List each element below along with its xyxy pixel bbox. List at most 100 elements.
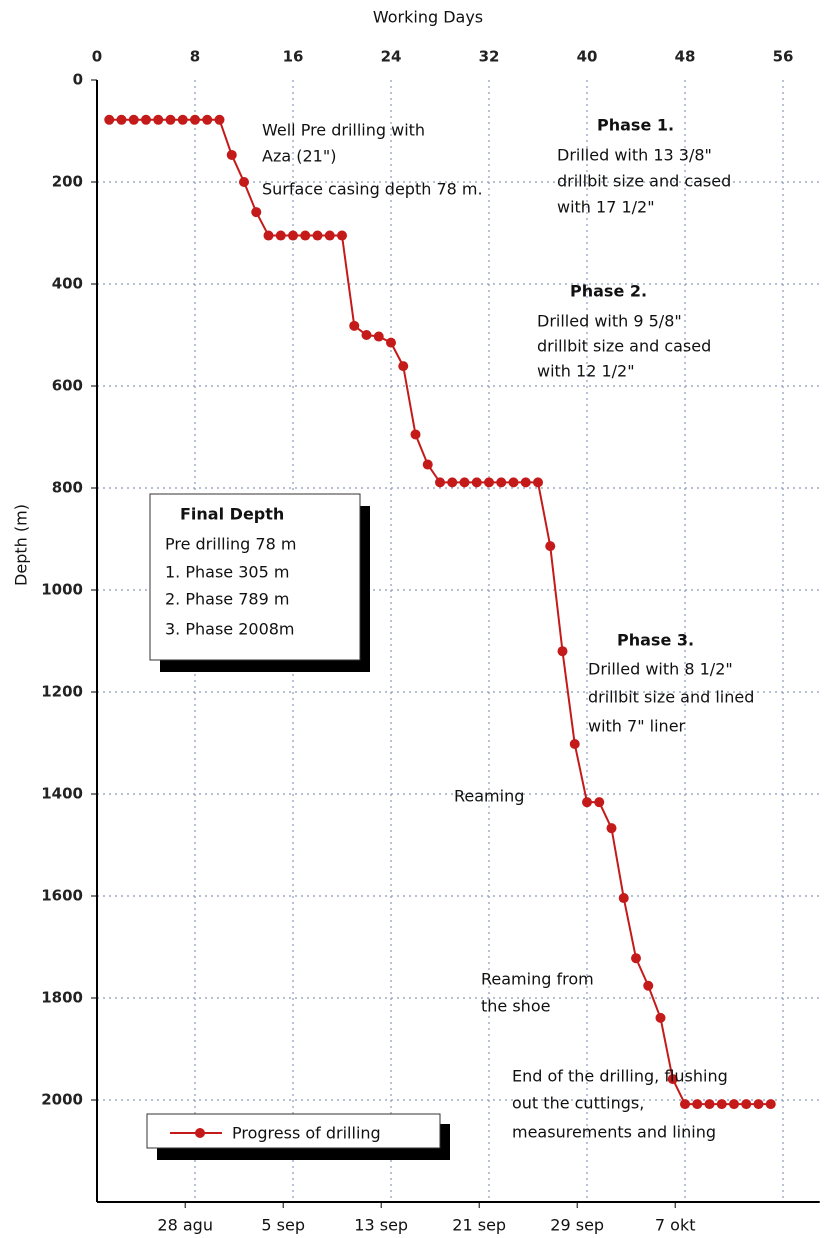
point: [288, 230, 298, 241]
point: [594, 797, 605, 808]
annotation: drillbit size and cased: [537, 337, 711, 356]
y-tick-label: 800: [52, 479, 83, 497]
point: [422, 459, 433, 470]
point: [361, 330, 372, 340]
annotation: 2. Phase 789 m: [165, 590, 289, 609]
y-tick-label: 1200: [41, 683, 83, 701]
annotation: with 7" liner: [588, 717, 686, 736]
annotation: out the cuttings,: [512, 1094, 644, 1113]
point: [484, 477, 494, 488]
point: [239, 177, 249, 187]
point: [177, 114, 188, 125]
annotation: Well Pre drilling with: [262, 121, 425, 140]
annotation: 1. Phase 305 m: [165, 563, 289, 582]
point: [398, 361, 409, 372]
point: [533, 477, 543, 488]
y-tick-label: 1400: [41, 785, 83, 803]
annotation: Final Depth: [180, 505, 284, 524]
x2-tick-label: 7 okt: [655, 1216, 696, 1235]
x2-tick-label: 29 sep: [550, 1216, 604, 1235]
annotation: Phase 3.: [617, 631, 694, 650]
y-axis-label: Depth (m): [12, 504, 31, 586]
point: [447, 477, 458, 488]
point: [373, 331, 384, 342]
annotation: Phase 2.: [570, 282, 647, 301]
point: [643, 980, 654, 991]
point: [582, 797, 592, 808]
point: [741, 1099, 752, 1110]
legend-label: Progress of drilling: [232, 1124, 381, 1143]
legend-marker: [195, 1128, 205, 1138]
point: [312, 230, 323, 241]
point: [263, 230, 274, 241]
final-depth-box: [149, 493, 361, 661]
annotation: Drilled with 8 1/2": [588, 660, 733, 679]
y-tick-label: 0: [73, 71, 83, 89]
y-tick-label: 2000: [41, 1091, 83, 1109]
point: [545, 541, 556, 552]
point: [324, 230, 335, 241]
point: [190, 114, 200, 125]
point: [753, 1099, 764, 1110]
x2-tick-label: 13 sep: [354, 1216, 408, 1235]
y-tick-label: 1000: [41, 581, 83, 599]
point: [704, 1099, 715, 1110]
point: [337, 230, 347, 241]
annotation: Drilled with 9 5/8": [537, 312, 682, 331]
annotation: Aza (21"): [262, 147, 336, 166]
point: [459, 477, 470, 488]
point: [569, 739, 580, 750]
point: [386, 337, 396, 348]
point: [557, 646, 568, 657]
point: [692, 1099, 703, 1110]
y-tick-label: 1600: [41, 887, 83, 905]
annotation: Drilled with 13 3/8": [557, 146, 712, 165]
annotation: Pre drilling 78 m: [165, 535, 296, 554]
point: [606, 823, 617, 834]
x2-tick-label: 21 sep: [452, 1216, 506, 1235]
x-tick-label: 24: [381, 48, 402, 66]
annotation: Reaming from: [481, 970, 594, 989]
point: [618, 893, 629, 904]
x-tick-label: 32: [479, 48, 500, 66]
point: [471, 477, 482, 488]
point: [729, 1099, 739, 1110]
point: [680, 1099, 690, 1110]
point: [104, 114, 115, 125]
point: [667, 1074, 678, 1085]
point: [153, 114, 164, 125]
point: [128, 114, 139, 125]
x-tick-label: 8: [190, 48, 200, 66]
point: [226, 149, 237, 160]
point: [631, 953, 641, 964]
point: [496, 477, 507, 488]
annotation: with 12 1/2": [537, 362, 635, 381]
point: [214, 114, 225, 125]
annotation: drillbit size and cased: [557, 172, 731, 191]
y-tick-label: 200: [52, 173, 83, 191]
annotation: Reaming: [454, 787, 524, 806]
point: [349, 320, 360, 331]
annotation: Phase 1.: [597, 116, 674, 135]
x-tick-label: 40: [577, 48, 598, 66]
x2-tick-label: 28 agu: [157, 1216, 213, 1235]
annotation: End of the drilling, flushing: [512, 1067, 728, 1086]
point: [765, 1099, 776, 1110]
annotation: 3. Phase 2008m: [165, 620, 295, 639]
x-tick-label: 0: [92, 48, 102, 66]
chart-title: Working Days: [373, 8, 483, 27]
point: [165, 114, 176, 125]
point: [508, 477, 519, 488]
point: [116, 114, 127, 125]
annotation: drillbit size and lined: [588, 688, 754, 707]
y-tick-label: 1800: [41, 989, 83, 1007]
point: [435, 477, 445, 488]
annotation: with 17 1/2": [557, 198, 655, 217]
y-tick-label: 400: [52, 275, 83, 293]
point: [300, 230, 311, 241]
x-tick-label: 56: [773, 48, 794, 66]
x2-tick-label: 5 sep: [261, 1216, 305, 1235]
point: [251, 207, 262, 218]
point: [141, 114, 151, 125]
